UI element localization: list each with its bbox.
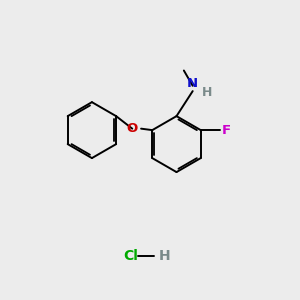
Text: Cl: Cl [123, 249, 138, 263]
Text: F: F [222, 124, 231, 136]
Text: H: H [159, 249, 170, 263]
Text: O: O [126, 122, 138, 135]
Text: N: N [187, 76, 198, 90]
Text: H: H [202, 86, 212, 99]
